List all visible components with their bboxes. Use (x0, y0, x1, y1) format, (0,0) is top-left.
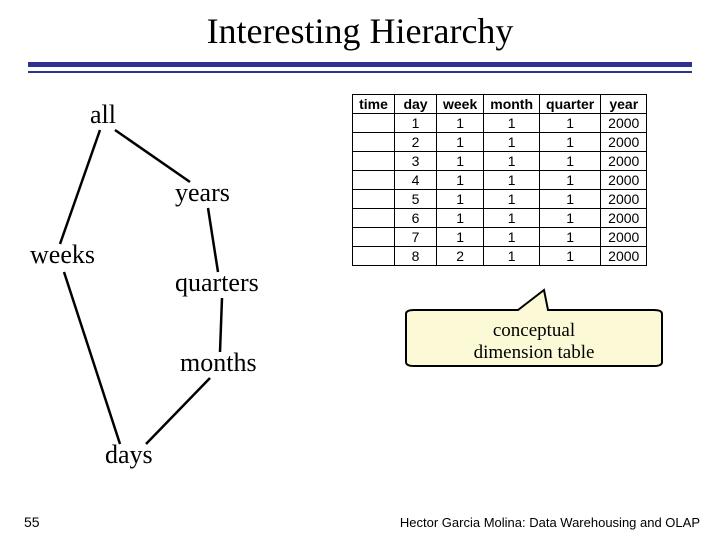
table-row: 11112000 (353, 114, 647, 133)
divider-thick (28, 62, 692, 67)
table-cell: 1 (484, 247, 540, 266)
hierarchy-node-months: months (180, 348, 257, 378)
table-cell: 2 (437, 247, 484, 266)
table-cell: 1 (540, 209, 601, 228)
hierarchy-edge (115, 130, 190, 182)
table-row: 41112000 (353, 171, 647, 190)
table-cell: 1 (484, 152, 540, 171)
table-cell: 1 (540, 114, 601, 133)
table-cell: 1 (484, 114, 540, 133)
table-cell: 1 (540, 133, 601, 152)
page-number: 55 (24, 514, 40, 530)
table-row: 31112000 (353, 152, 647, 171)
table-cell: 2000 (601, 152, 647, 171)
table-cell: 7 (395, 228, 437, 247)
hierarchy-edge (60, 130, 100, 244)
table-cell: 1 (395, 114, 437, 133)
hierarchy-edge (220, 298, 222, 352)
table-cell: 1 (540, 190, 601, 209)
table-cell (353, 133, 395, 152)
table-cell: 1 (437, 152, 484, 171)
table-cell: 2000 (601, 247, 647, 266)
dimension-table-wrap: timedayweekmonthquarteryear 111120002111… (352, 94, 647, 266)
table-cell (353, 247, 395, 266)
callout-line2: dimension table (474, 342, 595, 363)
table-cell: 1 (540, 247, 601, 266)
callout: conceptual dimension table (398, 314, 670, 370)
hierarchy-node-days: days (105, 440, 153, 470)
table-cell: 1 (540, 171, 601, 190)
table-cell: 2000 (601, 133, 647, 152)
table-cell: 3 (395, 152, 437, 171)
table-header-cell: year (601, 95, 647, 114)
table-header-cell: month (484, 95, 540, 114)
hierarchy-node-quarters: quarters (175, 268, 259, 298)
table-cell: 1 (437, 209, 484, 228)
table-header-cell: quarter (540, 95, 601, 114)
table-header-cell: day (395, 95, 437, 114)
table-cell (353, 190, 395, 209)
table-cell: 2000 (601, 171, 647, 190)
table-cell: 1 (484, 209, 540, 228)
hierarchy-diagram: all years weeks quarters months days (30, 90, 360, 470)
table-cell: 1 (540, 152, 601, 171)
hierarchy-edge (208, 208, 218, 272)
table-cell: 1 (437, 114, 484, 133)
table-cell: 2000 (601, 228, 647, 247)
table-cell: 1 (540, 228, 601, 247)
table-cell: 2000 (601, 114, 647, 133)
table-cell: 1 (484, 171, 540, 190)
table-cell: 1 (437, 190, 484, 209)
table-cell (353, 171, 395, 190)
table-cell: 2000 (601, 190, 647, 209)
callout-text: conceptual dimension table (398, 320, 670, 364)
divider-thin (28, 71, 692, 73)
callout-line1: conceptual (493, 320, 575, 341)
table-cell (353, 228, 395, 247)
table-cell: 1 (484, 190, 540, 209)
table-header-cell: week (437, 95, 484, 114)
hierarchy-node-all: all (90, 100, 116, 130)
table-cell: 2000 (601, 209, 647, 228)
slide-title: Interesting Hierarchy (0, 10, 720, 52)
hierarchy-edge (146, 378, 210, 444)
table-cell (353, 152, 395, 171)
table-row: 61112000 (353, 209, 647, 228)
table-cell: 1 (484, 133, 540, 152)
hierarchy-node-weeks: weeks (30, 240, 95, 270)
table-header-row: timedayweekmonthquarteryear (353, 95, 647, 114)
table-cell: 1 (484, 228, 540, 247)
table-cell: 1 (437, 133, 484, 152)
hierarchy-node-years: years (175, 178, 230, 208)
table-cell: 8 (395, 247, 437, 266)
table-cell (353, 209, 395, 228)
table-cell: 1 (437, 228, 484, 247)
hierarchy-edge (64, 272, 120, 444)
table-cell: 1 (437, 171, 484, 190)
dimension-table: timedayweekmonthquarteryear 111120002111… (352, 94, 647, 266)
table-cell: 4 (395, 171, 437, 190)
footer-source: Hector Garcia Molina: Data Warehousing a… (400, 515, 700, 530)
table-row: 82112000 (353, 247, 647, 266)
table-cell (353, 114, 395, 133)
table-cell: 5 (395, 190, 437, 209)
table-row: 71112000 (353, 228, 647, 247)
table-cell: 6 (395, 209, 437, 228)
table-row: 21112000 (353, 133, 647, 152)
slide: Interesting Hierarchy all years weeks quart… (0, 0, 720, 540)
table-header-cell: time (353, 95, 395, 114)
table-row: 51112000 (353, 190, 647, 209)
table-cell: 2 (395, 133, 437, 152)
